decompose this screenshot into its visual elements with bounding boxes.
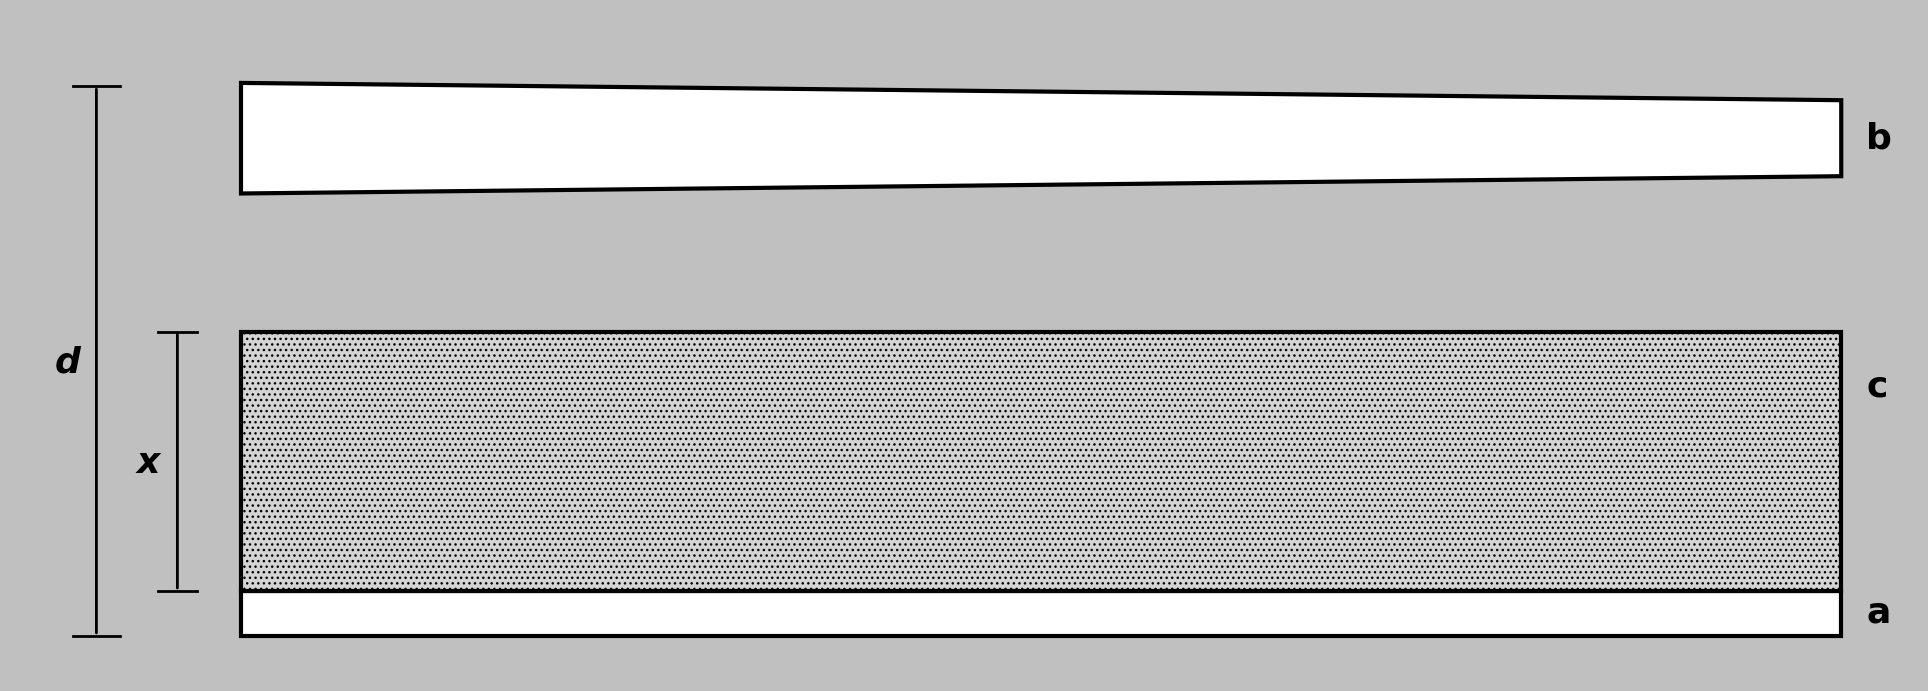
- Polygon shape: [241, 83, 1841, 193]
- Bar: [241, 332, 1841, 591]
- Text: a: a: [1866, 596, 1891, 630]
- Text: c: c: [1866, 370, 1888, 404]
- Text: b: b: [1866, 121, 1891, 155]
- Text: d: d: [54, 346, 81, 380]
- Text: x: x: [137, 446, 160, 480]
- Bar: [241, 591, 1841, 636]
